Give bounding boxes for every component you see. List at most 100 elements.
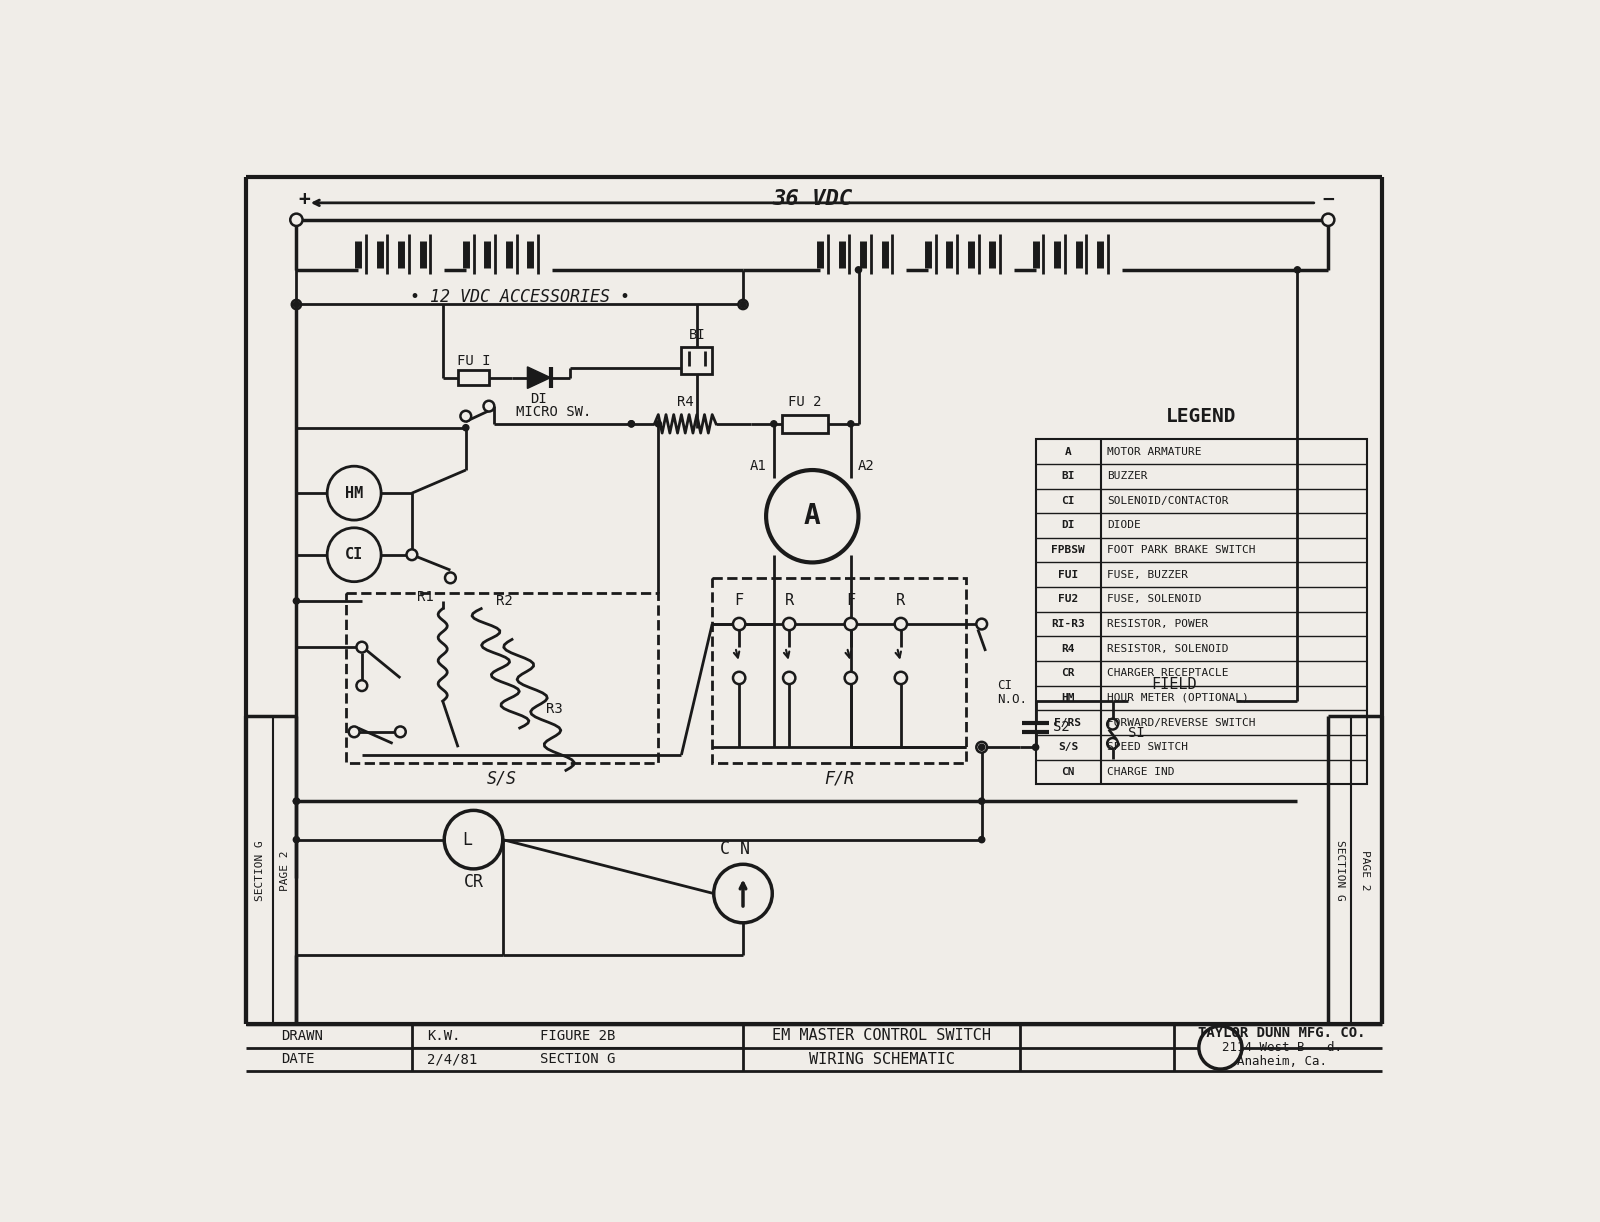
Text: CI: CI <box>346 547 363 562</box>
Text: FPBSW: FPBSW <box>1051 545 1085 555</box>
Text: BUZZER: BUZZER <box>1107 472 1147 481</box>
Text: R3: R3 <box>546 701 563 716</box>
Text: MOTOR ARMATURE: MOTOR ARMATURE <box>1107 446 1202 457</box>
Bar <box>1035 439 1366 785</box>
Text: BI: BI <box>688 329 706 342</box>
Circle shape <box>290 214 302 226</box>
Circle shape <box>1032 744 1038 750</box>
Text: CN: CN <box>1061 767 1075 777</box>
Text: 2114 West B   d.: 2114 West B d. <box>1222 1041 1342 1055</box>
Text: R1: R1 <box>416 590 434 604</box>
Text: A: A <box>1064 446 1072 457</box>
Polygon shape <box>528 367 550 389</box>
Text: FU I: FU I <box>456 353 490 368</box>
Text: CR: CR <box>1061 668 1075 678</box>
Text: +: + <box>298 189 310 209</box>
Circle shape <box>979 798 984 804</box>
Bar <box>458 370 490 385</box>
Text: DIODE: DIODE <box>1107 521 1141 530</box>
Circle shape <box>739 302 746 308</box>
Circle shape <box>629 420 635 426</box>
Text: R2: R2 <box>496 594 512 607</box>
Circle shape <box>629 420 635 426</box>
Circle shape <box>733 672 746 684</box>
Text: SECTION G: SECTION G <box>256 840 266 901</box>
Text: F/RS: F/RS <box>1054 717 1082 727</box>
Circle shape <box>445 572 456 583</box>
Circle shape <box>1107 738 1118 749</box>
Circle shape <box>1198 1026 1242 1069</box>
Text: R: R <box>896 594 906 609</box>
Text: HM: HM <box>346 485 363 501</box>
Circle shape <box>771 420 778 426</box>
Circle shape <box>406 550 418 560</box>
Circle shape <box>326 466 381 521</box>
Circle shape <box>845 618 858 631</box>
Text: FU2: FU2 <box>1058 594 1078 605</box>
Text: K.W.: K.W. <box>427 1029 461 1044</box>
Text: FIGURE 2B: FIGURE 2B <box>539 1029 614 1044</box>
Circle shape <box>349 726 360 737</box>
Text: DRAWN: DRAWN <box>282 1029 323 1044</box>
Circle shape <box>326 528 381 582</box>
Text: PAGE 2: PAGE 2 <box>280 851 290 891</box>
Text: FOOT PARK BRAKE SWITCH: FOOT PARK BRAKE SWITCH <box>1107 545 1256 555</box>
Circle shape <box>293 598 299 604</box>
Circle shape <box>733 618 746 631</box>
Text: LEGEND: LEGEND <box>1166 407 1237 425</box>
Text: CR: CR <box>464 873 483 891</box>
Text: SOLENOID/CONTACTOR: SOLENOID/CONTACTOR <box>1107 496 1229 506</box>
Text: 2/4/81: 2/4/81 <box>427 1052 477 1066</box>
Text: CHARGER RECEPTACLE: CHARGER RECEPTACLE <box>1107 668 1229 678</box>
Text: R: R <box>784 594 794 609</box>
Text: SECTION G: SECTION G <box>1334 840 1344 901</box>
Circle shape <box>656 420 661 426</box>
Circle shape <box>856 266 861 273</box>
Circle shape <box>395 726 406 737</box>
Text: HM: HM <box>1061 693 1075 703</box>
Text: 36 VDC: 36 VDC <box>773 189 853 209</box>
Text: CHARGE IND: CHARGE IND <box>1107 767 1174 777</box>
Circle shape <box>714 864 773 923</box>
Text: R4: R4 <box>677 395 694 409</box>
Circle shape <box>357 642 368 653</box>
Text: WIRING SCHEMATIC: WIRING SCHEMATIC <box>808 1052 955 1067</box>
Bar <box>347 593 658 763</box>
Text: RESISTOR, POWER: RESISTOR, POWER <box>1107 620 1208 629</box>
Text: CI: CI <box>1061 496 1075 506</box>
Text: L: L <box>462 831 472 848</box>
Text: PAGE 2: PAGE 2 <box>1360 851 1370 891</box>
Text: • 12 VDC ACCESSORIES •: • 12 VDC ACCESSORIES • <box>410 288 630 306</box>
Text: N.O.: N.O. <box>997 693 1027 706</box>
Circle shape <box>445 810 502 869</box>
Circle shape <box>894 672 907 684</box>
Text: TAYLOR DUNN MFG. CO.: TAYLOR DUNN MFG. CO. <box>1198 1026 1366 1040</box>
Text: FU 2: FU 2 <box>787 395 821 409</box>
Circle shape <box>979 744 984 750</box>
Text: FUSE, BUZZER: FUSE, BUZZER <box>1107 569 1189 579</box>
Text: DI: DI <box>1061 521 1075 530</box>
Text: FUSE, SOLENOID: FUSE, SOLENOID <box>1107 594 1202 605</box>
Text: F/R: F/R <box>824 769 854 787</box>
Circle shape <box>782 618 795 631</box>
Text: FIELD: FIELD <box>1152 677 1197 692</box>
Circle shape <box>845 672 858 684</box>
Circle shape <box>848 420 854 426</box>
Text: MICRO SW.: MICRO SW. <box>515 406 592 419</box>
Text: S/S: S/S <box>486 769 517 787</box>
Text: SECTION G: SECTION G <box>539 1052 614 1066</box>
Bar <box>712 578 966 763</box>
Text: C N: C N <box>720 840 750 858</box>
Text: SPEED SWITCH: SPEED SWITCH <box>1107 742 1189 753</box>
Text: A: A <box>803 502 821 530</box>
Circle shape <box>976 742 987 753</box>
Text: DATE: DATE <box>282 1052 315 1066</box>
Text: DI: DI <box>531 392 547 406</box>
Circle shape <box>979 837 984 843</box>
Circle shape <box>483 401 494 412</box>
Text: −: − <box>1322 189 1334 209</box>
Text: F: F <box>734 594 744 609</box>
Text: HOUR METER (OPTIONAL): HOUR METER (OPTIONAL) <box>1107 693 1250 703</box>
Text: Anaheim, Ca.: Anaheim, Ca. <box>1237 1055 1326 1068</box>
Circle shape <box>766 470 859 562</box>
